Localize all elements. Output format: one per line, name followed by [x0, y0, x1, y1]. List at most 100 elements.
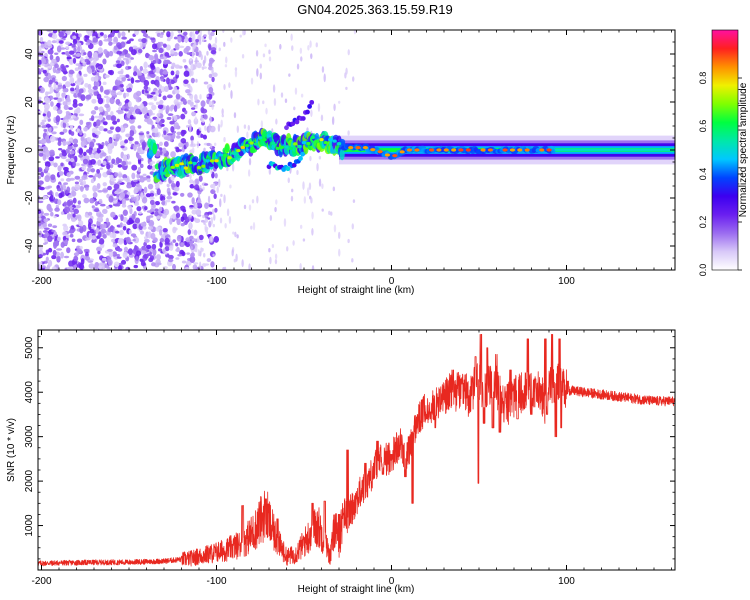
- noise-speckle: [85, 94, 92, 100]
- fringe-speckle: [323, 73, 326, 83]
- noise-speckle: [114, 230, 120, 234]
- snr-background: [38, 330, 675, 570]
- fringe-speckle: [224, 222, 227, 229]
- colorbar-tick-label: 0.4: [698, 168, 708, 181]
- noise-speckle: [72, 38, 78, 45]
- noise-speckle: [195, 51, 199, 57]
- noise-speckle: [117, 91, 123, 96]
- noise-speckle: [178, 50, 183, 57]
- noise-speckle: [72, 197, 77, 204]
- fringe-speckle: [243, 204, 247, 210]
- noise-speckle: [72, 143, 79, 148]
- fringe-speckle: [351, 223, 354, 230]
- noise-speckle: [76, 42, 82, 46]
- noise-speckle: [177, 30, 182, 34]
- fringe-speckle: [268, 49, 271, 55]
- noise-speckle: [93, 147, 98, 152]
- noise-speckle: [147, 183, 154, 190]
- noise-speckle: [193, 262, 199, 265]
- noise-speckle: [135, 217, 141, 224]
- noise-speckle: [132, 238, 136, 242]
- noise-speckle: [40, 265, 46, 268]
- noise-speckle: [89, 197, 95, 204]
- noise-speckle: [62, 223, 67, 227]
- noise-speckle: [156, 113, 161, 117]
- noise-speckle: [95, 154, 99, 159]
- noise-speckle: [172, 263, 176, 270]
- noise-speckle: [111, 251, 118, 257]
- noise-speckle: [68, 50, 75, 55]
- noise-speckle: [141, 196, 148, 204]
- noise-speckle: [116, 118, 120, 123]
- snr-y-tick-label: 2000: [24, 470, 35, 493]
- trace-core: [377, 150, 383, 154]
- noise-speckle: [72, 161, 76, 167]
- noise-speckle: [164, 52, 170, 57]
- fringe-speckle: [291, 45, 294, 51]
- fringe-speckle: [224, 64, 228, 68]
- noise-speckle: [129, 125, 136, 131]
- fringe-speckle: [268, 56, 272, 62]
- noise-speckle: [200, 100, 206, 108]
- noise-speckle: [40, 121, 45, 126]
- noise-speckle: [210, 31, 215, 37]
- noise-speckle: [40, 41, 45, 45]
- fringe-speckle: [246, 131, 249, 139]
- fringe-speckle: [310, 53, 313, 60]
- noise-speckle: [116, 42, 122, 48]
- fringe-speckle: [200, 114, 203, 121]
- noise-speckle: [122, 251, 128, 259]
- noise-speckle: [167, 191, 171, 196]
- trace-blob: [224, 144, 230, 153]
- noise-speckle: [159, 229, 163, 236]
- noise-speckle: [170, 183, 176, 188]
- trace-core: [370, 148, 376, 152]
- noise-speckle: [97, 53, 102, 58]
- noise-speckle: [97, 159, 102, 166]
- colorbar: 0.0 0.2 0.4 0.6 0.8 Normalized spectral ampl…: [698, 29, 749, 276]
- noise-speckle: [99, 85, 104, 93]
- spec-x-tick-label: 100: [558, 276, 575, 287]
- noise-speckle: [176, 135, 181, 139]
- noise-speckle: [149, 255, 154, 261]
- noise-speckle: [88, 263, 95, 269]
- noise-speckle: [38, 152, 44, 157]
- noise-speckle: [125, 236, 131, 244]
- noise-speckle: [194, 218, 201, 224]
- noise-speckle: [87, 88, 94, 94]
- noise-speckle: [209, 125, 216, 133]
- noise-speckle: [79, 245, 83, 250]
- fringe-speckle: [221, 114, 224, 118]
- noise-speckle: [65, 50, 70, 56]
- noise-speckle: [90, 159, 96, 165]
- noise-speckle: [129, 106, 135, 113]
- noise-speckle: [110, 89, 117, 96]
- noise-speckle: [78, 178, 84, 183]
- noise-speckle: [120, 214, 124, 222]
- noise-speckle: [83, 197, 90, 204]
- fringe-speckle: [207, 30, 211, 35]
- noise-speckle: [102, 81, 107, 86]
- noise-speckle: [72, 213, 76, 218]
- fringe-speckle: [212, 208, 215, 215]
- noise-speckle: [92, 37, 99, 43]
- noise-speckle: [43, 212, 50, 216]
- noise-speckle: [93, 115, 100, 119]
- noise-speckle: [38, 200, 44, 204]
- noise-speckle: [43, 128, 48, 132]
- noise-speckle: [38, 59, 42, 65]
- noise-speckle: [141, 30, 148, 34]
- fringe-speckle: [259, 72, 262, 80]
- noise-speckle: [190, 252, 195, 258]
- fringe-speckle: [347, 238, 350, 244]
- branch-blob: [284, 125, 289, 131]
- fringe-speckle: [189, 58, 192, 62]
- fringe-speckle: [213, 142, 217, 146]
- noise-speckle: [177, 35, 182, 43]
- trace-core: [451, 148, 457, 152]
- fringe-speckle: [299, 224, 303, 229]
- noise-speckle: [147, 231, 152, 239]
- fringe-speckle: [195, 57, 198, 65]
- fringe-speckle: [337, 100, 341, 104]
- trace-core: [509, 148, 516, 152]
